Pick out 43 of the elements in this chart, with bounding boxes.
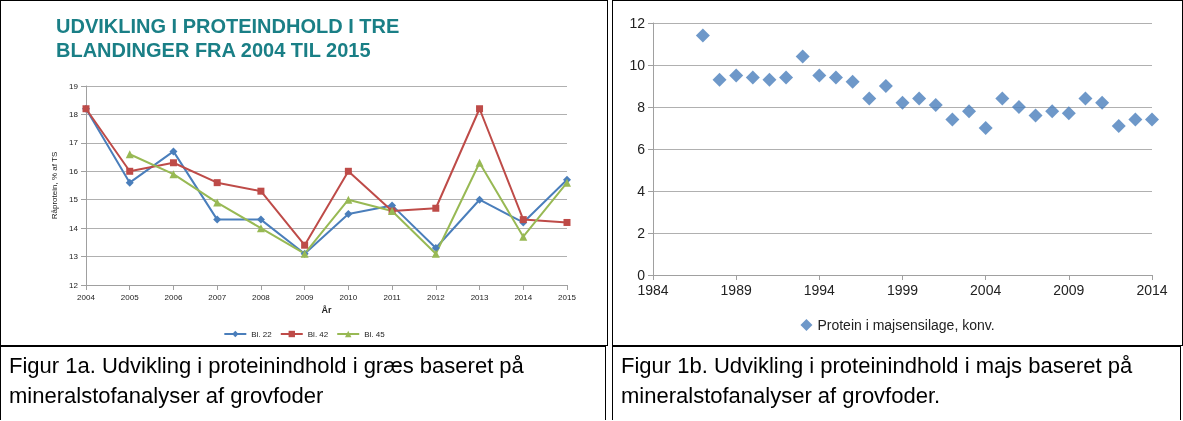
y-tick-label: 10 (629, 57, 646, 73)
chart-title: UDVIKLING I PROTEINDHOLD I TRE BLANDINGER FRA 2004 TIL 2015 (56, 15, 405, 61)
y-tick-label: 12 (69, 280, 79, 290)
y-tick-label: 16 (69, 166, 79, 176)
x-tick-label: 2010 (339, 292, 358, 302)
x-tick-label: 2014 (514, 292, 533, 302)
y-tick-label: 15 (69, 195, 79, 205)
x-tick-label: 1999 (886, 282, 919, 298)
x-tick-label: 2006 (164, 292, 183, 302)
x-tick-label: 2007 (208, 292, 227, 302)
x-tick-label: 2004 (77, 292, 96, 302)
x-tick-label: 1989 (720, 282, 752, 298)
x-tick-label: 2015 (558, 292, 577, 302)
y-tick-label: 8 (637, 99, 646, 115)
y-tick-label: 0 (637, 267, 646, 283)
y-tick-label: 14 (69, 223, 79, 233)
x-tick-label: 2011 (383, 292, 402, 302)
x-tick-label: 2009 (1053, 282, 1085, 298)
x-tick-label: 2008 (252, 292, 271, 302)
legend-label: Protein i majsensilage, konv. (817, 317, 995, 333)
x-tick-label: 1984 (637, 282, 669, 298)
x-tick-label: 2005 (120, 292, 140, 302)
x-tick-label: 2014 (1136, 282, 1168, 298)
y-axis-title: Råprotein, % af TS (49, 151, 59, 220)
y-tick-label: 12 (629, 15, 646, 31)
legend-label: Bl. 42 (307, 329, 329, 339)
x-tick-label: 2009 (295, 292, 315, 302)
y-tick-label: 13 (69, 252, 79, 262)
y-tick-label: 4 (637, 183, 646, 199)
text: Figur 1a. Udvikling i proteinindhold i græs baseret på mineralstofanalyser af grovfoder (9, 352, 525, 410)
legend-label: Bl. 45 (364, 329, 386, 339)
y-tick-label: 6 (637, 141, 646, 157)
x-tick-label: 1994 (803, 282, 836, 298)
x-tick-label: 2004 (970, 282, 1002, 298)
x-tick-label: 2013 (470, 292, 489, 302)
x-axis-title: År (321, 305, 332, 316)
y-tick-label: 17 (69, 138, 79, 148)
y-tick-label: 19 (69, 81, 79, 91)
text: Figur 1b. Udvikling i proteinindhold i majs baseret på mineralstofanalyser af grovfoder. (621, 352, 1134, 410)
x-tick-label: 2012 (426, 292, 446, 302)
legend-label: Bl. 22 (251, 329, 273, 339)
y-tick-label: 2 (637, 225, 646, 241)
y-tick-label: 18 (69, 109, 79, 119)
